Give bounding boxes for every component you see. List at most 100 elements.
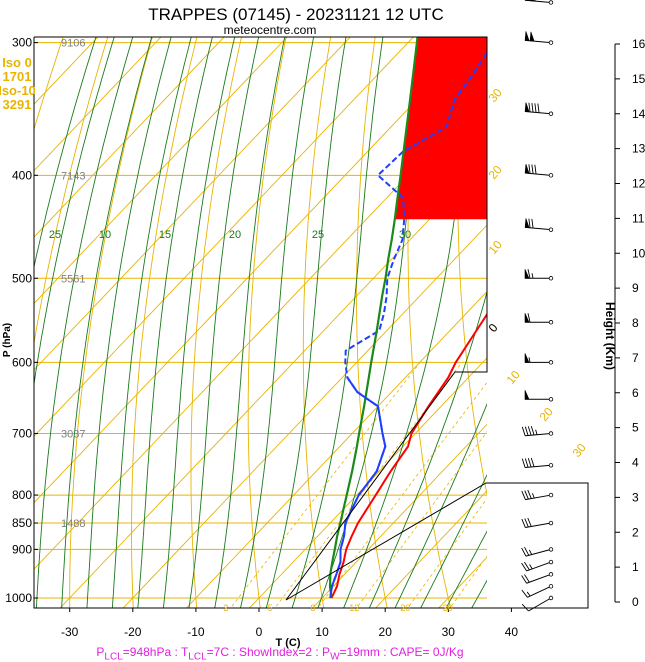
wind-barb-full (528, 518, 532, 527)
wind-barb-origin (549, 596, 553, 600)
wind-barb-staff (525, 433, 551, 435)
wind-barb-origin (549, 276, 553, 280)
wind-barb-full (522, 427, 525, 436)
wind-barb-flag (530, 0, 534, 1)
wind-barb-flag (525, 218, 529, 227)
theta-e-label: 25 (49, 229, 61, 241)
theta-e-label: 25 (312, 229, 324, 241)
wind-barb-origin (549, 432, 553, 436)
y-tick-label: 600 (12, 355, 32, 369)
wind-barb-full (522, 491, 526, 500)
wind-barbs (522, 0, 553, 611)
wind-barb-origin (549, 320, 553, 324)
x-tick-label: -20 (124, 625, 142, 639)
wind-barb-full (529, 164, 530, 173)
mixing-ratio-label: 12 (349, 603, 359, 613)
parcel-profile (330, 0, 424, 598)
mixing-ratio-line (348, 362, 539, 620)
wind-barb-staff (525, 465, 551, 467)
wind-barb-origin (549, 585, 553, 589)
stability-indices-footer: PLCL=948hPa : TLCL=7C : ShowIndex=2 : PW… (0, 645, 560, 662)
wind-barb-full (538, 104, 539, 113)
iso0-label: Iso 0 (2, 55, 32, 70)
wind-barb-full (535, 103, 536, 112)
isotherm-label: 10 (486, 237, 506, 256)
height-tick-label: 9 (632, 281, 639, 295)
height-tick-label: 14 (632, 107, 645, 121)
background-lines (0, 0, 645, 621)
theta-e-label: 10 (99, 229, 111, 241)
wind-barb-full (531, 426, 534, 435)
mixing-ratio-label: 8 (311, 603, 316, 613)
wind-barb-origin (549, 112, 553, 116)
level-height-label: 7143 (61, 170, 85, 182)
wind-barb-flag (525, 353, 529, 362)
mixing-ratio-label: 30 (443, 603, 453, 613)
wind-barb-full (535, 165, 536, 174)
height-tick-label: 12 (632, 177, 645, 191)
height-tick-label: 1 (632, 560, 639, 574)
labels: 1001502002503004005006007008008509001000… (5, 0, 589, 639)
dry-adiabat (506, 0, 601, 621)
wind-barb-origin (549, 548, 553, 552)
wind-barb-half (529, 357, 530, 362)
wind-barb-half (529, 550, 531, 555)
moist-adiabat (137, 0, 386, 621)
y-tick-label: 400 (12, 168, 32, 182)
wind-barb-origin (549, 463, 553, 467)
theta-e-label: 15 (159, 229, 171, 241)
mixing-ratio-line (441, 362, 626, 620)
dry-adiabat (0, 0, 241, 621)
freezing-info: Iso 0 1701 Iso-10 3291 (0, 55, 36, 112)
isotherm-line (0, 0, 645, 621)
wind-barb-origin (549, 228, 553, 232)
isotherm-label: 30 (486, 85, 506, 104)
wind-barb-full (522, 459, 525, 468)
wind-barb-half (536, 430, 537, 435)
wind-barb-half (527, 592, 530, 596)
wind-barb-origin (549, 41, 553, 45)
x-tick-label: 30 (442, 625, 456, 639)
dewpoint-profile (330, 0, 645, 598)
wind-barb-full (525, 491, 529, 500)
height-axis-label: Height (Km) (603, 302, 617, 370)
x-tick-label: 20 (379, 625, 393, 639)
isotherm-label: 30 (570, 440, 590, 459)
wind-barb-origin (549, 573, 553, 577)
y-tick-label: 700 (12, 426, 32, 440)
cape-area (395, 0, 636, 219)
level-height-label: 3037 (61, 428, 85, 440)
wind-barb-full (522, 519, 526, 528)
isotherm-line (0, 0, 645, 621)
wind-barb-flag (525, 390, 529, 399)
cape-area-fill (395, 0, 636, 219)
wind-barb-half (530, 565, 533, 569)
level-height-label: 9106 (61, 38, 85, 50)
iso-minus10-label: Iso-10 (0, 83, 36, 98)
height-tick-label: 16 (632, 37, 645, 51)
wind-barb-staff (525, 495, 551, 500)
wind-barb-full (532, 165, 533, 174)
wind-barb-flag (525, 103, 529, 112)
y-tick-label: 500 (12, 271, 32, 285)
y-tick-label: 1000 (5, 591, 32, 605)
height-tick-label: 7 (632, 351, 639, 365)
wind-barb-origin (549, 493, 553, 497)
iso0-height: 1701 (3, 69, 32, 84)
wind-barb-half (532, 493, 534, 498)
wind-barb-full (525, 427, 528, 436)
wind-barb-full (532, 103, 533, 112)
moist-adiabat (61, 0, 342, 621)
y-tick-label: 800 (12, 488, 32, 502)
x-tick-label: -30 (61, 625, 79, 639)
level-height-label: 1488 (61, 518, 85, 530)
wind-barb-full (529, 103, 530, 112)
isotherm-label: 20 (537, 404, 557, 423)
y-axis-label: P (hPa) (2, 323, 13, 357)
height-tick-label: 6 (632, 386, 639, 400)
x-tick-label: -10 (187, 625, 205, 639)
isotherm-line (0, 0, 637, 621)
wind-barb-full (528, 458, 531, 467)
wind-barb-full (532, 219, 533, 228)
theta-e-label: 30 (399, 229, 411, 241)
